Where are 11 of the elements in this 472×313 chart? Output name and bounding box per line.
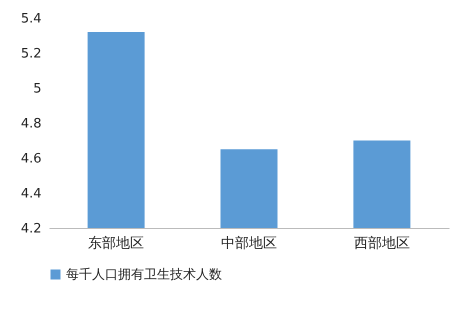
x-tick-label: 西部地区 — [354, 236, 410, 252]
y-tick-label: 4.2 — [20, 222, 42, 236]
y-tick-label: 4.6 — [20, 152, 42, 166]
legend-label: 每千人口拥有卫生技术人数 — [66, 268, 222, 282]
y-tick-label: 4.4 — [20, 186, 42, 202]
y-tick-label: 4.8 — [20, 116, 42, 132]
y-tick-label: 5.4 — [20, 12, 42, 26]
x-tick-label: 东部地区 — [88, 236, 144, 252]
x-tick-label: 中部地区 — [221, 236, 277, 252]
y-tick-label: 5 — [33, 82, 42, 96]
y-tick-label: 5.2 — [20, 46, 42, 62]
